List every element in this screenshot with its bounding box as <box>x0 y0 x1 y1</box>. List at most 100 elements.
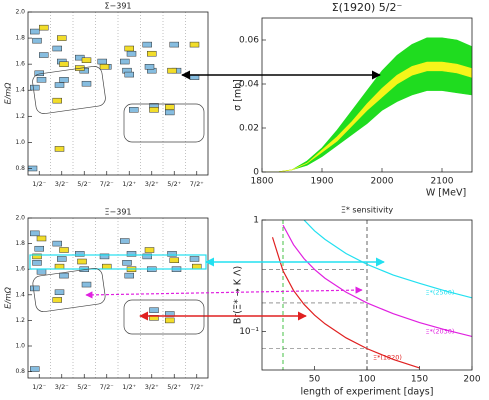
state-box <box>36 235 47 242</box>
y-tick-label: 1.2 <box>15 317 25 324</box>
state-box <box>32 260 42 266</box>
state-box <box>126 50 137 57</box>
state-box <box>32 37 42 44</box>
state-box <box>59 247 69 253</box>
state-box <box>30 28 40 35</box>
state-box <box>54 289 65 295</box>
curve <box>303 220 472 299</box>
x-tick-label: 100 <box>358 375 375 385</box>
state-box <box>147 50 157 57</box>
state-box <box>165 104 175 110</box>
state-box <box>189 41 200 48</box>
state-box <box>54 263 65 270</box>
state-box <box>149 307 159 313</box>
y-axis-label: σ [mb] <box>233 79 244 111</box>
state-box <box>122 260 132 266</box>
group-outline <box>32 66 106 114</box>
y-tick-label: 0.8 <box>15 165 25 172</box>
chart-title: Ξ* sensitivity <box>341 206 394 215</box>
x-tick-label: 1800 <box>251 177 274 187</box>
series-label: Ξ*(2500) <box>426 288 455 296</box>
x-tick-label: 3/2⁺ <box>145 383 159 391</box>
state-box <box>124 71 134 78</box>
plot-frame <box>27 11 209 176</box>
state-box <box>59 61 69 67</box>
group-outline <box>123 103 205 143</box>
chart-title: Σ(1920) 5/2⁻ <box>332 1 403 14</box>
x-tick-label: 1/2⁻ <box>32 180 46 188</box>
x-axis-label: W [MeV] <box>426 188 466 199</box>
state-box <box>189 256 200 262</box>
x-tick-label: 3/2⁺ <box>145 180 159 188</box>
x-tick-label: 7/2⁻ <box>100 180 114 188</box>
y-axis-label: E/mΩ <box>4 82 13 105</box>
band-edge <box>262 70 472 172</box>
curve <box>271 237 420 369</box>
state-box <box>126 251 137 257</box>
x-axis-label: length of experiment [days] <box>301 387 434 398</box>
state-box <box>57 35 67 41</box>
x-tick-label: 50 <box>309 375 321 385</box>
y-tick-label: 1.0 <box>15 343 25 350</box>
y-tick-label: 0 <box>253 168 259 178</box>
series-label: Ξ*(2030) <box>426 328 455 336</box>
plot-frame <box>261 17 473 173</box>
y-tick-label: 0.04 <box>239 80 259 90</box>
x-tick-label: 150 <box>411 375 428 385</box>
state-box <box>99 64 110 70</box>
state-box <box>52 45 62 52</box>
y-tick-label: 0.06 <box>239 36 259 46</box>
y-tick-label: 0.02 <box>239 124 259 134</box>
state-box <box>30 285 40 292</box>
state-box <box>142 41 152 48</box>
state-box <box>81 57 92 63</box>
y-tick-label: 1.4 <box>15 291 25 298</box>
x-tick-label: 1/2⁺ <box>122 180 136 188</box>
state-box <box>124 272 134 279</box>
state-box <box>75 251 85 257</box>
y-tick-label: 1 <box>253 216 259 226</box>
x-tick-label: 3/2⁻ <box>55 180 69 188</box>
y-tick-label: 1.2 <box>15 113 25 120</box>
state-box <box>120 238 130 244</box>
x-tick-label: 5/2⁺ <box>167 180 181 188</box>
y-tick-label: 1.0 <box>15 139 25 146</box>
state-box <box>32 253 42 260</box>
x-tick-label: 5/2⁺ <box>167 383 181 391</box>
y-tick-label: 1.8 <box>15 240 25 247</box>
y-tick-label: 10⁻¹ <box>239 327 259 337</box>
state-box <box>36 269 47 275</box>
state-box <box>81 80 92 87</box>
state-box <box>165 109 175 116</box>
x-tick-label: 1/2⁻ <box>32 383 46 391</box>
state-box <box>30 84 40 91</box>
state-box <box>169 257 179 263</box>
x-tick-label: 7/2⁺ <box>190 383 204 391</box>
state-box <box>57 256 67 262</box>
state-box <box>129 107 139 113</box>
y-tick-label: 1.6 <box>15 266 25 273</box>
state-box <box>52 97 62 104</box>
y-tick-label: 1.4 <box>15 87 25 94</box>
x-tick-label: 1/2⁺ <box>122 383 136 391</box>
curve <box>282 224 472 338</box>
arrow <box>85 286 363 299</box>
x-tick-label: 2100 <box>431 177 454 187</box>
x-tick-label: 3/2⁻ <box>55 383 69 391</box>
x-tick-label: 200 <box>463 375 480 385</box>
y-tick-label: 2.0 <box>15 9 25 16</box>
x-tick-label: 5/2⁻ <box>77 383 91 391</box>
state-box <box>142 253 152 260</box>
state-box <box>102 263 112 270</box>
state-box <box>30 230 40 237</box>
state-box <box>192 263 202 270</box>
band-edge <box>262 90 472 172</box>
series-label: Ξ*(1820) <box>373 354 402 362</box>
chart-title: Ξ−391 <box>104 208 131 217</box>
state-box <box>59 272 69 279</box>
panels: Σ−391 E/mΩ 0.8 1.0 1.2 1.4 1.6 1.8 2.0 1/2⁻ 3/2⁻ 5/… <box>4 1 481 398</box>
state-box <box>120 58 130 65</box>
plot <box>28 12 200 175</box>
state-box <box>59 77 69 83</box>
